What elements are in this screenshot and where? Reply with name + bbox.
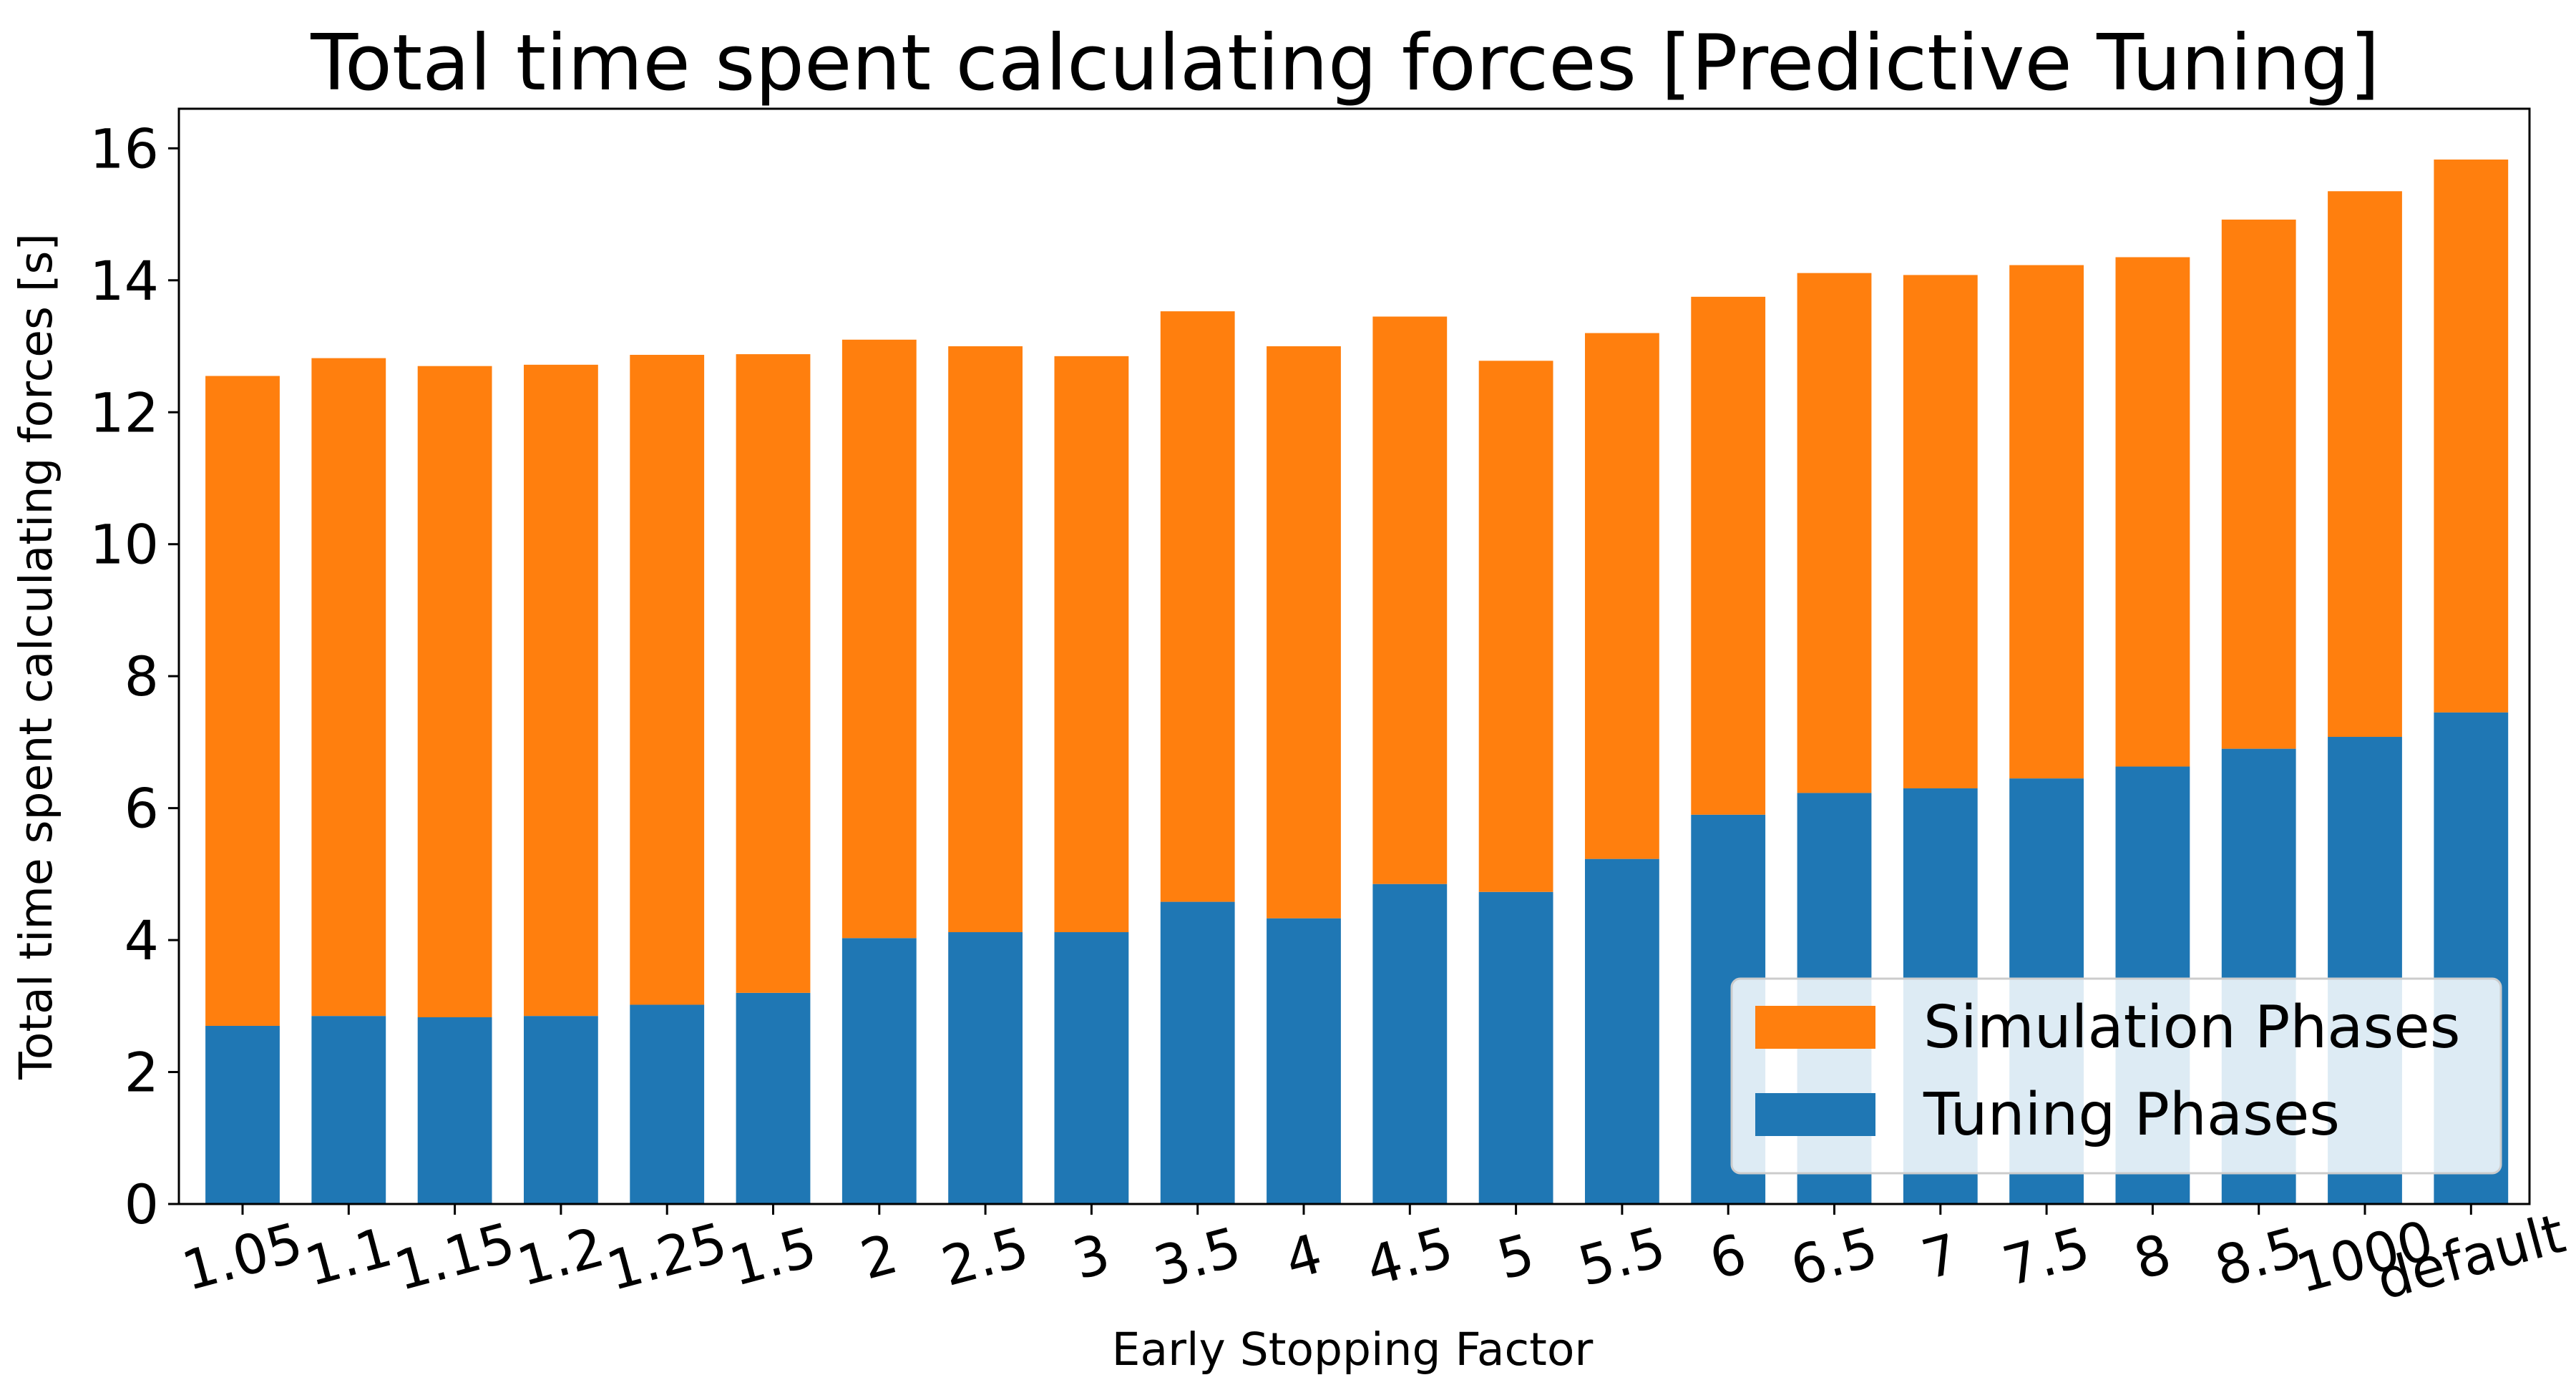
x-tick-label: 5.5 bbox=[1572, 1215, 1672, 1298]
x-tick-label: 8 bbox=[2127, 1221, 2177, 1291]
bar-simulation-1.1 bbox=[311, 358, 386, 1017]
bar-simulation-1.05 bbox=[205, 376, 280, 1026]
x-tick-label: 3.5 bbox=[1147, 1215, 1247, 1298]
x-tick-label: 1.05 bbox=[175, 1210, 308, 1303]
y-tick-label: 14 bbox=[89, 249, 159, 313]
bar-simulation-5.5 bbox=[1584, 333, 1659, 859]
y-tick-label: 10 bbox=[89, 513, 159, 577]
x-tick-label: 4 bbox=[1279, 1221, 1329, 1291]
x-tick-label: 2 bbox=[854, 1221, 904, 1291]
bar-simulation-1000 bbox=[2328, 191, 2402, 738]
bar-tuning-1.2 bbox=[523, 1016, 598, 1204]
bar-simulation-4.5 bbox=[1372, 316, 1448, 884]
x-tick-label: 1.25 bbox=[600, 1210, 733, 1303]
y-tick-label: 12 bbox=[89, 381, 159, 444]
bar-simulation-4 bbox=[1267, 346, 1341, 919]
y-tick-label: 16 bbox=[89, 117, 159, 180]
y-tick-label: 4 bbox=[125, 909, 159, 972]
x-axis-ticks: 1.051.11.151.21.251.5 2 2.5 3 3.5 4 4.5 5 5.5 6 6.… bbox=[175, 1201, 2571, 1312]
bar-tuning-3.5 bbox=[1160, 901, 1235, 1204]
y-tick-label: 6 bbox=[125, 777, 159, 841]
bar-simulation-1.15 bbox=[417, 366, 492, 1017]
chart-title: Total time spent calculating forces [Pre… bbox=[310, 19, 2380, 108]
bar-tuning-1.25 bbox=[630, 1004, 705, 1204]
y-tick-label: 8 bbox=[125, 645, 159, 708]
x-tick-label: 5 bbox=[1491, 1221, 1541, 1291]
y-tick-label: 0 bbox=[125, 1173, 159, 1236]
bar-simulation-2.5 bbox=[948, 346, 1023, 933]
x-tick-label: 7.5 bbox=[1996, 1215, 2097, 1298]
bar-tuning-5.5 bbox=[1584, 858, 1659, 1204]
x-tick-label: 4.5 bbox=[1360, 1215, 1460, 1298]
bar-tuning-4 bbox=[1267, 918, 1341, 1204]
x-tick-label: 1.1 bbox=[298, 1215, 399, 1298]
x-tick-label: 2.5 bbox=[935, 1215, 1035, 1298]
x-tick-label: 7 bbox=[1916, 1221, 1966, 1291]
bar-simulation-6 bbox=[1691, 296, 1766, 815]
bar-simulation-2 bbox=[841, 339, 917, 939]
x-axis-label: Early Stopping Factor bbox=[1112, 1323, 1594, 1376]
bar-simulation-5 bbox=[1478, 361, 1553, 892]
bar-simulation-3 bbox=[1054, 356, 1129, 933]
bar-simulation-default bbox=[2434, 160, 2509, 713]
y-axis-label: Total time spent calculating forces [s] bbox=[10, 233, 62, 1080]
legend-swatch bbox=[1755, 1093, 1875, 1136]
y-tick-label: 2 bbox=[125, 1041, 159, 1105]
bar-tuning-1.05 bbox=[205, 1025, 280, 1204]
x-tick-label: 1.5 bbox=[723, 1215, 823, 1298]
bar-simulation-7 bbox=[1903, 275, 1978, 788]
y-axis-ticks: 0 2 4 6 8 10 12 14 16 bbox=[89, 117, 179, 1236]
legend-swatch bbox=[1755, 1006, 1875, 1049]
legend-label: Tuning Phases bbox=[1923, 1081, 2340, 1149]
bar-simulation-3.5 bbox=[1160, 311, 1235, 902]
x-tick-label: 6.5 bbox=[1784, 1215, 1884, 1298]
legend: Simulation Phases Tuning Phases bbox=[1730, 977, 2502, 1175]
bar-tuning-2 bbox=[841, 938, 917, 1204]
bar-simulation-8.5 bbox=[2221, 219, 2296, 749]
bar-simulation-1.25 bbox=[630, 355, 705, 1005]
bar-tuning-5 bbox=[1478, 891, 1553, 1204]
legend-label: Simulation Phases bbox=[1923, 994, 2460, 1062]
bar-tuning-1.1 bbox=[311, 1016, 386, 1204]
plot-frame bbox=[177, 107, 2531, 1205]
bar-simulation-7.5 bbox=[2009, 265, 2084, 779]
bar-tuning-3 bbox=[1054, 932, 1129, 1204]
x-tick-label: 6 bbox=[1703, 1221, 1753, 1291]
bar-tuning-1.15 bbox=[417, 1017, 492, 1204]
bar-simulation-8 bbox=[2115, 257, 2190, 767]
bar-simulation-1.2 bbox=[523, 364, 598, 1017]
bar-tuning-1.5 bbox=[736, 992, 811, 1204]
legend-box bbox=[1730, 977, 2502, 1175]
x-tick-label: 1.2 bbox=[511, 1215, 611, 1298]
x-tick-label: 1.15 bbox=[388, 1210, 521, 1303]
x-tick-label: 3 bbox=[1066, 1221, 1116, 1291]
bar-simulation-6.5 bbox=[1797, 273, 1872, 793]
bar-simulation-1.5 bbox=[736, 354, 811, 993]
bar-tuning-4.5 bbox=[1372, 884, 1448, 1204]
bars-group bbox=[205, 160, 2509, 1204]
bar-tuning-2.5 bbox=[948, 932, 1023, 1204]
